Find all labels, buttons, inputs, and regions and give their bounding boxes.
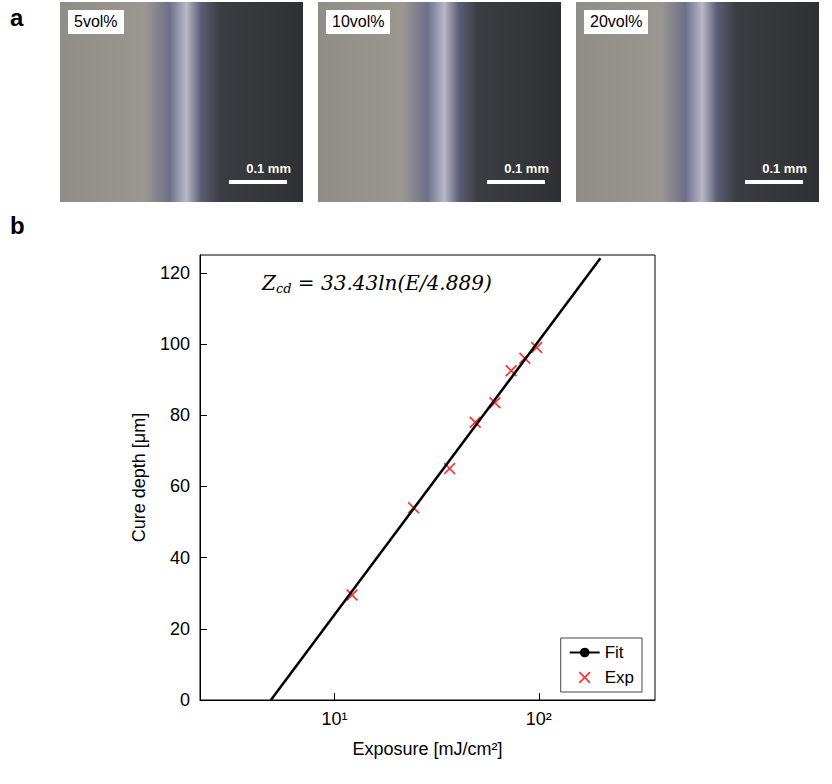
svg-text:120: 120: [160, 263, 190, 283]
html-text:0.1 mm: 0.1 mm: [246, 161, 291, 176]
svg-text:Z: Z: [261, 271, 277, 295]
html-text:b: b: [10, 212, 25, 239]
html-text:0.1 mm: 0.1 mm: [762, 161, 807, 176]
html-text:10vol%: 10vol%: [332, 13, 385, 30]
svg-text:60: 60: [170, 476, 190, 496]
svg-text:Exp: Exp: [605, 668, 634, 687]
svg-text:40: 40: [170, 548, 190, 568]
svg-text:10²: 10²: [526, 709, 552, 729]
svg-text:10¹: 10¹: [321, 709, 347, 729]
html-text:5vol%: 5vol%: [74, 13, 118, 30]
svg-text:20: 20: [170, 619, 190, 639]
html-text:0.1 mm: 0.1 mm: [504, 161, 549, 176]
svg-text:= 33.43ln(E/4.889): = 33.43ln(E/4.889): [291, 271, 491, 295]
svg-text:Fit: Fit: [605, 643, 624, 662]
svg-text:100: 100: [160, 334, 190, 354]
svg-text:80: 80: [170, 405, 190, 425]
svg-text:cd: cd: [276, 281, 292, 296]
svg-text:Cure depth [μm]: Cure depth [μm]: [129, 413, 149, 542]
html-text:a: a: [10, 4, 24, 31]
svg-text:0: 0: [180, 690, 190, 710]
svg-text:Exposure [mJ/cm²]: Exposure [mJ/cm²]: [352, 739, 502, 759]
html-text:20vol%: 20vol%: [590, 13, 643, 30]
